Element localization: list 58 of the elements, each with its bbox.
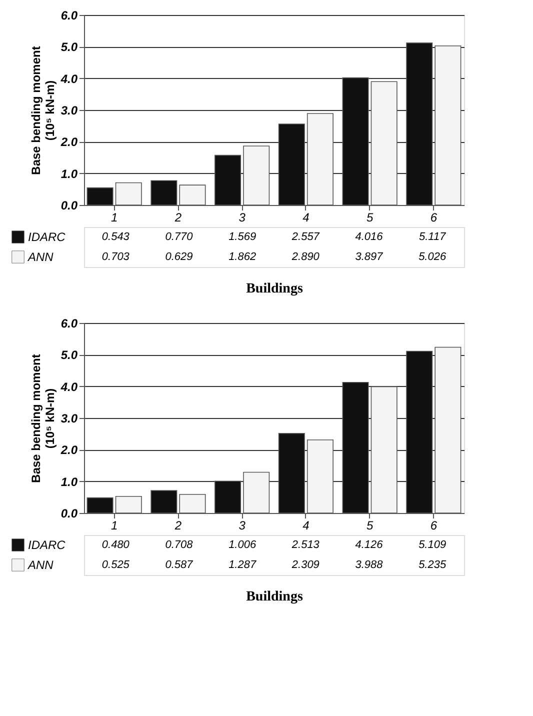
data-label: 2.890	[290, 251, 320, 263]
x-tick-label: 2	[174, 210, 182, 224]
y-tick-label: 4.0	[60, 72, 78, 86]
data-label: 2.557	[290, 231, 320, 243]
data-label: 1.287	[228, 559, 257, 571]
data-label: 5.026	[418, 251, 447, 263]
data-label: 1.569	[228, 231, 256, 243]
y-tick-label: 0.0	[60, 198, 78, 212]
data-label: 0.480	[102, 539, 130, 551]
x-tick-label: 2	[174, 518, 182, 532]
data-label: 0.703	[102, 251, 130, 263]
x-tick-label: 3	[238, 518, 246, 532]
data-label: 0.525	[102, 559, 130, 571]
y-tick-label: 2.0	[60, 443, 78, 458]
x-axis-title: Buildings	[246, 282, 304, 296]
y-tick-label: 5.0	[60, 348, 78, 362]
data-label: 2.309	[290, 559, 320, 571]
data-label: 5.117	[418, 231, 447, 243]
data-label: 4.126	[355, 539, 384, 551]
data-label: 0.629	[165, 251, 193, 263]
y-axis-title: Base bending moment (10⁵ kN-m)	[28, 354, 57, 483]
data-label: 0.770	[165, 231, 194, 243]
data-label: 0.587	[165, 559, 194, 571]
y-tick-label: 0.0	[60, 506, 78, 520]
y-axis-title: Base bending moment (10⁵ kN-m)	[28, 46, 57, 175]
y-tick-label: 2.0	[60, 135, 78, 150]
y-tick-label: 1.0	[60, 166, 78, 181]
x-tick-label: 5	[366, 518, 374, 532]
legend-label: ANN	[27, 558, 54, 572]
x-tick-label: 3	[238, 210, 246, 224]
data-label: 5.235	[418, 559, 447, 571]
y-tick-label: 6.0	[60, 8, 78, 22]
x-axis-title: Buildings	[246, 590, 304, 604]
data-label: 0.543	[102, 231, 130, 243]
y-tick-label: 1.0	[60, 474, 78, 489]
legend-label: IDARC	[28, 230, 66, 244]
data-label: 3.988	[355, 559, 384, 571]
x-tick-label: 6	[430, 210, 438, 224]
data-label: 3.897	[355, 251, 384, 263]
legend-label: IDARC	[28, 538, 66, 552]
data-label: 1.862	[228, 251, 256, 263]
y-tick-label: 3.0	[60, 412, 78, 426]
data-label: 4.016	[355, 231, 384, 243]
y-tick-label: 6.0	[60, 316, 78, 330]
x-tick-label: 1	[110, 518, 118, 532]
x-tick-label: 6	[430, 518, 438, 532]
y-tick-label: 4.0	[60, 380, 78, 394]
x-tick-label: 4	[302, 518, 310, 532]
x-tick-label: 5	[366, 210, 374, 224]
data-label: 2.513	[290, 539, 320, 551]
data-label: 5.109	[418, 539, 446, 551]
y-tick-label: 3.0	[60, 104, 78, 118]
x-tick-label: 4	[302, 210, 310, 224]
x-tick-label: 1	[110, 210, 118, 224]
y-tick-label: 5.0	[60, 40, 78, 54]
data-label: 1.006	[228, 539, 257, 551]
legend-label: ANN	[27, 250, 54, 264]
data-label: 0.708	[165, 539, 194, 551]
